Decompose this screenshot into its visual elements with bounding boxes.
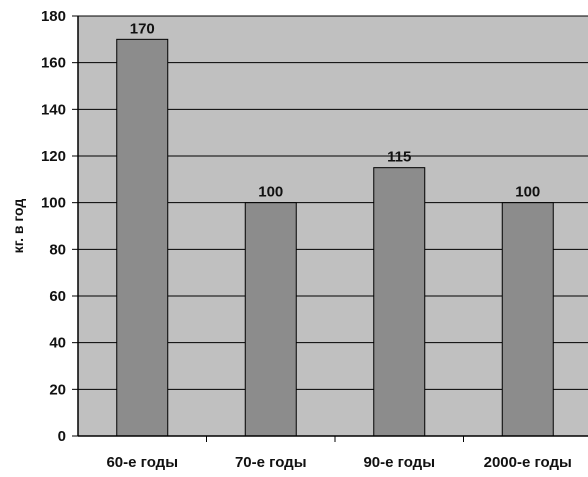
data-label: 100 xyxy=(258,184,283,201)
y-tick-label: 180 xyxy=(41,8,66,25)
axes xyxy=(72,15,588,442)
bar xyxy=(373,167,426,437)
x-tick-labels: 60-е годы 70-е годы 90-е годы 2000-е годы xyxy=(106,454,571,471)
data-label: 115 xyxy=(387,149,411,166)
y-tick-label: 40 xyxy=(49,335,66,352)
data-label: 100 xyxy=(515,184,540,201)
y-tick-label: 20 xyxy=(49,381,66,398)
y-tick-label: 160 xyxy=(41,55,66,72)
y-tick-label: 100 xyxy=(41,195,66,212)
y-tick-label: 140 xyxy=(41,101,66,118)
bar xyxy=(244,202,297,437)
y-tick-label: 80 xyxy=(49,241,66,258)
y-axis-label: кг. в год xyxy=(10,199,26,254)
x-tick-label: 2000-е годы xyxy=(484,454,572,471)
y-tick-label: 120 xyxy=(41,148,66,165)
bar xyxy=(116,38,169,437)
data-label: 170 xyxy=(130,20,155,37)
x-tick-label: 90-е годы xyxy=(363,454,435,471)
y-tick-label: 0 xyxy=(58,428,66,445)
bar xyxy=(501,202,554,437)
bars xyxy=(116,38,554,437)
x-tick-label: 60-е годы xyxy=(106,454,178,471)
x-tick-label: 70-е годы xyxy=(235,454,307,471)
data-labels: 170 100 115 100 xyxy=(130,20,541,200)
y-tick-label: 60 xyxy=(49,288,66,305)
y-tick-labels: 0 20 40 60 80 100 120 140 160 180 xyxy=(41,8,66,445)
